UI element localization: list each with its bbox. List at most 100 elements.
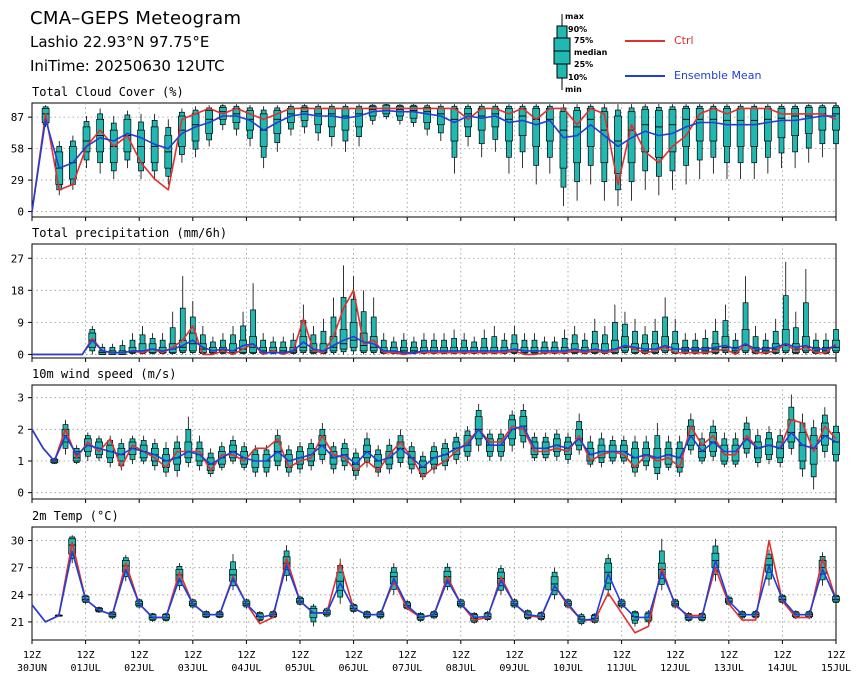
init-time-label: IniTime: 20250630 12UTC: [30, 57, 225, 75]
box-outer: [320, 330, 327, 354]
y-tick-label: 3: [17, 392, 24, 405]
x-tick-label-date: 08JUL: [446, 663, 476, 674]
box-iqr: [590, 343, 599, 354]
x-tick-label-date: 12JUL: [660, 663, 690, 674]
ensemble-mean-line: [32, 335, 837, 356]
box-outer: [682, 339, 689, 354]
box-iqr: [654, 110, 663, 158]
box-iqr: [559, 111, 568, 169]
box-iqr: [341, 108, 350, 131]
box-outer: [581, 339, 588, 354]
box-outer: [772, 330, 779, 354]
box-iqr: [600, 111, 609, 164]
x-tick-label-hour: 12Z: [827, 650, 845, 661]
panel-frame: [31, 102, 837, 218]
box-outer: [561, 338, 568, 354]
box-outer: [340, 297, 347, 353]
y-tick-label: 18: [11, 284, 24, 297]
box-iqr: [175, 569, 184, 582]
location-label: Lashio 22.93°N 97.75°E: [30, 33, 210, 51]
y-tick-label: 58: [11, 143, 24, 156]
box-outer: [401, 339, 407, 354]
y-tick-label: 87: [11, 111, 24, 124]
box-outer: [250, 309, 256, 354]
ctrl-line: [31, 107, 837, 212]
box-iqr: [460, 346, 468, 354]
box-iqr: [741, 329, 750, 352]
box-iqr: [463, 435, 472, 452]
box-iqr: [753, 441, 762, 459]
box-iqr: [776, 441, 785, 459]
box-iqr: [540, 346, 549, 354]
box-outer: [742, 302, 749, 354]
y-tick-label: 27: [11, 252, 24, 265]
box-outer: [501, 339, 508, 354]
x-tick-label-hour: 12Z: [666, 650, 684, 661]
box-iqr: [510, 343, 519, 354]
box-iqr: [750, 108, 759, 147]
box-outer: [672, 330, 679, 354]
y-tick-label: 27: [11, 562, 24, 575]
x-tick-label-date: 09JUL: [499, 663, 529, 674]
box-iqr: [721, 336, 730, 352]
x-tick-label-hour: 12Z: [613, 650, 631, 661]
box-outer: [823, 339, 829, 354]
box-outer: [461, 339, 467, 354]
x-tick-label-date: 06JUL: [339, 663, 369, 674]
box-iqr: [477, 108, 486, 131]
ensemble-mean-line: [31, 550, 837, 623]
y-tick-label: 1: [17, 455, 24, 468]
box-iqr: [355, 108, 363, 128]
box-outer: [290, 339, 297, 354]
box-iqr: [604, 562, 613, 584]
box-iqr: [229, 569, 237, 582]
ctrl-legend-label: Ctrl: [674, 34, 694, 47]
box-outer: [762, 339, 769, 354]
panel-0: Total Cloud Cover (%) 0 29 58 87: [11, 85, 840, 221]
box-iqr: [570, 343, 579, 354]
x-tick-label-date: 30JUN: [17, 663, 47, 674]
x-tick-label-date: 07JUL: [392, 663, 422, 674]
legend-p75-label: 75%: [574, 36, 594, 45]
box-outer: [380, 339, 387, 354]
x-tick-label-hour: 12Z: [345, 650, 363, 661]
box-iqr: [128, 346, 137, 354]
y-tick-label: 0: [17, 206, 24, 219]
y-tick-label: 2: [17, 423, 24, 436]
x-tick-label-hour: 12Z: [452, 650, 470, 661]
box-outer: [431, 339, 437, 354]
box-iqr: [184, 441, 193, 459]
x-tick-label-date: 03JUL: [178, 663, 208, 674]
box-outer: [169, 327, 176, 354]
box-outer: [752, 336, 759, 354]
panel-2: 10m wind speed (m/s) 0 1 2 3: [17, 367, 840, 503]
box-iqr: [791, 108, 799, 136]
x-tick-label-hour: 12Z: [130, 650, 148, 661]
box-outer: [782, 295, 789, 354]
box-outer: [481, 338, 488, 354]
box-iqr: [327, 108, 336, 128]
legend-max-label: max: [565, 12, 584, 21]
box-iqr: [801, 336, 810, 352]
box-outer: [451, 338, 457, 354]
panel-title: 10m wind speed (m/s): [32, 367, 177, 381]
x-tick-label-hour: 12Z: [720, 650, 738, 661]
x-tick-label-date: 11JUL: [607, 663, 637, 674]
box-outer: [813, 339, 819, 354]
x-tick-label-hour: 12Z: [184, 650, 202, 661]
box-iqr: [777, 108, 786, 139]
box-iqr: [148, 343, 157, 354]
panel-title: Total precipitation (mm/6h): [32, 226, 227, 240]
box-iqr: [480, 346, 489, 354]
box-iqr: [474, 416, 483, 440]
box-outer: [179, 307, 186, 354]
box-iqr: [681, 346, 690, 354]
box-iqr: [82, 126, 91, 153]
box-outer: [802, 302, 809, 354]
box-iqr: [818, 106, 827, 131]
x-tick-label-date: 13JUL: [714, 663, 744, 674]
box-iqr: [709, 108, 718, 142]
box-outer: [792, 327, 799, 354]
box-outer: [240, 325, 246, 354]
box-iqr: [470, 346, 479, 354]
